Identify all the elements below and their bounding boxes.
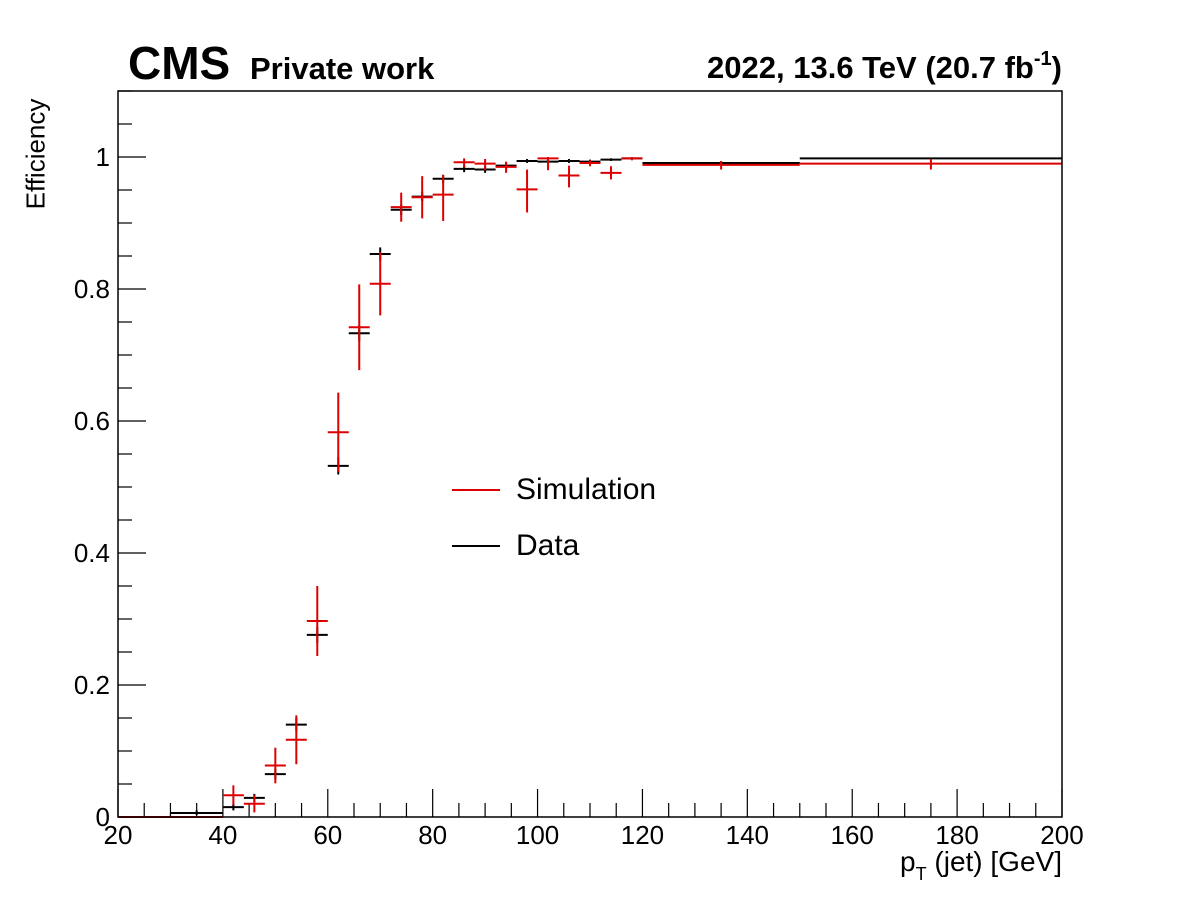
data-point	[348, 284, 370, 371]
cms-logo: CMS	[128, 37, 231, 89]
x-tick-label: 100	[516, 820, 559, 850]
data-point	[285, 715, 307, 765]
x-tick-label: 200	[1040, 820, 1083, 850]
data-points	[118, 157, 1062, 818]
data-point	[558, 165, 580, 188]
x-tick-label: 80	[418, 820, 447, 850]
y-tick-label: 0	[96, 802, 110, 832]
lumi-close: )	[1051, 50, 1062, 85]
data-point	[474, 158, 496, 171]
x-axis-label: pT (jet) [GeV]	[900, 846, 1062, 883]
luminosity-label: 2022, 13.6 TeV (20.7 fb-1)	[707, 49, 1062, 85]
data-point	[642, 160, 800, 170]
data-point	[306, 586, 328, 656]
legend-label-simulation: Simulation	[516, 473, 657, 506]
plot-frame	[117, 90, 1063, 818]
lumi-main: 2022, 13.6 TeV (20.7 fb	[707, 50, 1034, 85]
data-point	[243, 795, 265, 813]
x-tick-label: 180	[935, 820, 978, 850]
legend-swatch-data	[452, 545, 500, 547]
legend-entry-simulation: Simulation	[452, 462, 656, 518]
y-tick-label: 0.6	[74, 406, 110, 436]
x-tick-label: 120	[621, 820, 664, 850]
data-point	[600, 166, 622, 180]
data-point	[799, 157, 1062, 160]
legend-label-data: Data	[516, 529, 580, 562]
x-axis-label-main: p	[900, 846, 916, 877]
data-point	[495, 161, 517, 173]
data-point	[600, 158, 622, 161]
y-tick-label: 0.2	[74, 670, 110, 700]
x-tick-label: 140	[726, 820, 769, 850]
legend-entry-data: Data	[452, 518, 656, 574]
x-axis-label-rest: (jet) [GeV]	[926, 846, 1062, 877]
y-axis-label: Efficiency	[20, 98, 51, 210]
legend-swatch-simulation	[452, 489, 500, 491]
data-point	[558, 158, 580, 163]
x-axis-label-sub: T	[915, 864, 927, 884]
data-point	[264, 747, 286, 784]
data-point	[411, 176, 433, 219]
lumi-exponent: -1	[1033, 48, 1052, 70]
data-point	[621, 157, 643, 161]
data-point	[516, 158, 538, 163]
y-tick-label: 0.8	[74, 274, 110, 304]
x-tick-label: 160	[831, 820, 874, 850]
private-work-label: Private work	[250, 51, 435, 86]
axis-ticks: 20 40 60 80 100 120 140 160 180 200 0 0.2 0.4 0.6 0.8 1	[74, 90, 1084, 850]
x-tick-label: 40	[208, 820, 237, 850]
x-tick-label: 60	[313, 820, 342, 850]
data-point	[453, 158, 475, 168]
data-point	[369, 252, 391, 316]
data-point	[799, 158, 1062, 170]
data-point	[537, 157, 559, 171]
data-point	[432, 174, 454, 222]
x-tick-label: 20	[104, 820, 133, 850]
data-point	[170, 810, 223, 816]
data-point	[516, 169, 538, 213]
data-point	[390, 192, 412, 222]
data-point	[327, 392, 349, 472]
y-tick-label: 1	[96, 142, 110, 172]
data-point	[579, 160, 601, 167]
data-point	[222, 785, 244, 806]
legend: Simulation Data	[452, 462, 656, 574]
y-tick-label: 0.4	[74, 538, 110, 568]
series-simulation	[118, 157, 1062, 818]
